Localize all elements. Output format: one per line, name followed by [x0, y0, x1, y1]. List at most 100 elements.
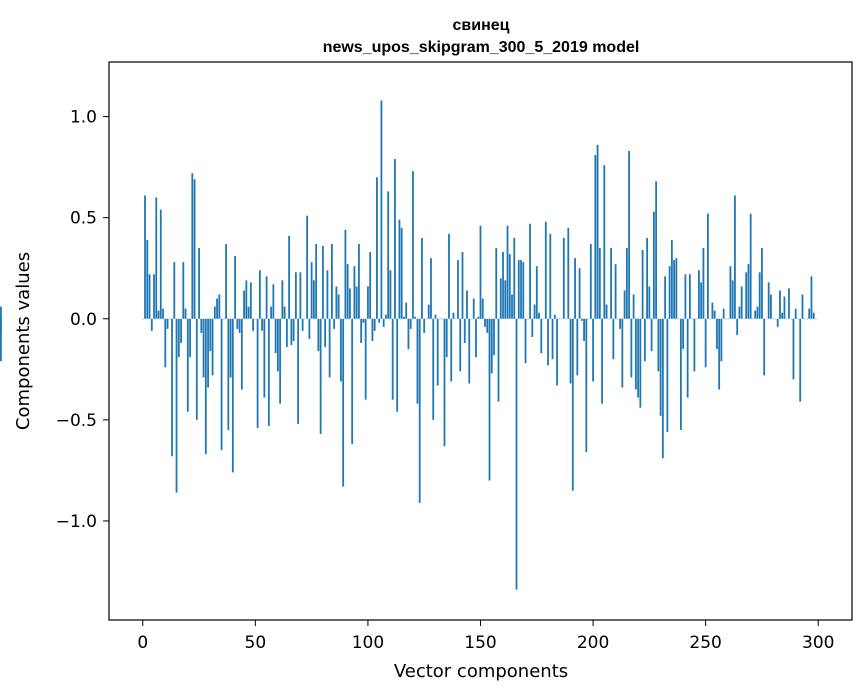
- bar: [486, 318, 489, 333]
- bar: [387, 191, 390, 319]
- bar: [781, 312, 784, 319]
- bar: [279, 318, 282, 404]
- bar: [601, 318, 603, 404]
- bar: [333, 318, 336, 329]
- bar: [481, 298, 484, 319]
- bar: [234, 256, 236, 319]
- bar: [274, 318, 277, 354]
- bar: [740, 286, 743, 319]
- bar: [382, 318, 385, 327]
- bar: [686, 318, 689, 398]
- bar: [535, 266, 538, 319]
- bar: [292, 318, 295, 341]
- bar: [358, 243, 360, 319]
- bar: [369, 252, 372, 319]
- x-tick-label: 50: [245, 633, 267, 653]
- bar: [810, 276, 813, 319]
- bar: [549, 233, 552, 319]
- bar: [299, 272, 302, 319]
- bar: [443, 318, 446, 447]
- bars: [0, 100, 817, 590]
- bar: [812, 312, 815, 319]
- bar: [718, 318, 721, 390]
- bar: [283, 306, 286, 319]
- bar: [524, 318, 527, 364]
- bar: [308, 318, 311, 339]
- bar: [632, 294, 635, 319]
- bar: [306, 215, 309, 319]
- bar: [331, 243, 333, 319]
- bar: [569, 318, 572, 384]
- bar: [436, 318, 439, 386]
- bar: [792, 318, 795, 380]
- bar: [722, 308, 725, 319]
- bar: [612, 318, 615, 360]
- bar: [448, 233, 450, 319]
- bar: [704, 318, 707, 368]
- bar: [788, 288, 790, 319]
- bar: [544, 221, 547, 319]
- bar: [720, 318, 723, 362]
- bar: [430, 258, 432, 319]
- bar: [252, 318, 254, 331]
- bar: [504, 280, 507, 319]
- bar: [225, 243, 227, 319]
- bar: [391, 318, 394, 400]
- bar: [337, 294, 340, 319]
- bar: [457, 260, 459, 319]
- bar: [166, 318, 169, 329]
- bar: [736, 318, 739, 335]
- bar: [301, 318, 304, 331]
- bar: [655, 181, 658, 319]
- bar: [238, 318, 241, 333]
- bar: [484, 318, 486, 327]
- bar: [499, 278, 502, 319]
- bar: [394, 159, 396, 319]
- bar: [610, 248, 612, 319]
- bar: [150, 318, 153, 331]
- bar: [711, 302, 714, 319]
- bar: [779, 290, 781, 319]
- bar: [256, 318, 259, 428]
- bar: [326, 270, 329, 319]
- y-axis-ticks: −1.0 −0.5 0.0 0.5 1.0: [56, 108, 109, 532]
- bar: [513, 237, 516, 319]
- bar: [776, 318, 779, 327]
- bar: [799, 318, 802, 402]
- y-tick-label: 0.0: [70, 310, 97, 330]
- bar: [533, 304, 536, 319]
- bar: [182, 262, 185, 319]
- bar: [315, 243, 318, 319]
- bar: [0, 318, 2, 362]
- bar: [758, 272, 761, 319]
- bar: [396, 318, 399, 412]
- bar: [407, 318, 410, 350]
- bar: [508, 254, 511, 319]
- bar: [405, 302, 408, 319]
- bar: [351, 318, 354, 445]
- bar: [335, 286, 338, 319]
- bar: [285, 318, 288, 348]
- bar: [571, 318, 574, 491]
- bar: [698, 270, 700, 319]
- bar: [688, 274, 691, 319]
- bar: [231, 318, 234, 473]
- bar: [628, 150, 630, 319]
- bar: [297, 318, 300, 424]
- bar: [531, 318, 534, 337]
- bar: [189, 318, 191, 358]
- bar: [693, 318, 696, 372]
- bar: [502, 252, 504, 319]
- bar: [276, 318, 279, 372]
- bar: [434, 314, 437, 319]
- bar: [794, 308, 797, 319]
- bar: [432, 318, 435, 420]
- bar: [767, 282, 770, 319]
- bar: [207, 318, 209, 388]
- bar: [290, 318, 293, 346]
- bar: [265, 276, 268, 319]
- bar: [553, 314, 556, 319]
- bar: [416, 318, 419, 404]
- y-axis-label: Components values: [13, 252, 34, 430]
- bar: [603, 165, 606, 319]
